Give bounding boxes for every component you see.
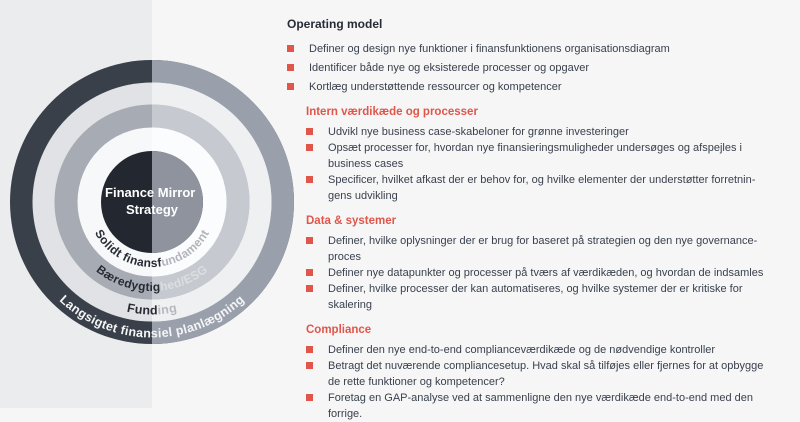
bullet-square-icon — [306, 346, 313, 353]
bullet-square-icon — [287, 83, 294, 90]
list-item: Identificer både nye og eksisterede proc… — [287, 60, 792, 76]
center-disc — [101, 151, 203, 253]
panel-title: Operating model — [287, 17, 383, 31]
intro-bullet-list: Definer og design nye funktioner i finan… — [287, 41, 792, 95]
bullet-text: Specificer, hvilket afkast der er behov … — [328, 174, 756, 202]
bullet-text: Identificer både nye og eksisterede proc… — [309, 62, 590, 74]
bullet-text: Definer, hvilke oplysninger der er brug … — [328, 235, 758, 263]
bullet-text: Betragt det nuværende compliancesetup. H… — [328, 360, 764, 388]
bullet-square-icon — [306, 394, 313, 401]
list-item: Kortlæg understøttende ressourcer og kom… — [287, 79, 792, 95]
list-item: Opsæt processer for, hvordan nye finansi… — [306, 140, 792, 172]
section-heading: Compliance — [306, 324, 372, 336]
list-item: Foretag en GAP-analyse ved at sammenlign… — [306, 390, 792, 422]
bullet-text: Udvikl nye business case-skabeloner for … — [328, 126, 629, 138]
label-funding-light-part: ing — [157, 301, 178, 318]
bullet-square-icon — [306, 237, 313, 244]
concentric-rings-chart: Finance Mirror Strategy Solidt finansfun… — [10, 60, 294, 344]
list-item: Definer, hvilke processer der kan automa… — [306, 281, 792, 313]
label-funding-dark-part: Fund — [126, 301, 158, 318]
center-label-line2: Strategy — [126, 202, 179, 217]
center-label-line1: Finance Mirror — [105, 185, 195, 200]
center-label: Finance Mirror Strategy — [105, 185, 199, 217]
list-item: Betragt det nuværende compliancesetup. H… — [306, 358, 792, 390]
list-item: Specificer, hvilket afkast der er behov … — [306, 172, 792, 204]
section-heading: Data & systemer — [306, 215, 397, 227]
bullet-square-icon — [306, 362, 313, 369]
finance-mirror-diagram: Finance Mirror Strategy Solidt finansfun… — [0, 0, 300, 408]
bullet-text: Foretag en GAP-analyse ved at sammenlign… — [328, 392, 753, 420]
operating-model-panel: Operating model Definer og design nye fu… — [287, 17, 792, 422]
section-data-systemer: Data & systemer Definer, hvilke oplysnin… — [306, 214, 792, 313]
bullet-square-icon — [287, 64, 294, 71]
section-heading: Intern værdikæde og processer — [306, 106, 478, 118]
section-compliance: Compliance Definer den nye end-to-end co… — [306, 323, 792, 422]
bullet-text: Definer, hvilke processer der kan automa… — [328, 283, 743, 311]
bullet-text: Definer den nye end-to-end compliancevær… — [328, 344, 716, 356]
bullet-square-icon — [306, 269, 313, 276]
bullet-square-icon — [306, 144, 313, 151]
bullet-text: Kortlæg understøttende ressourcer og kom… — [309, 81, 562, 93]
bullet-text: Definer og design nye funktioner i finan… — [309, 43, 670, 55]
sections: Intern værdikæde og processer Udvikl nye… — [306, 105, 792, 422]
section-intern-vaerdikaede: Intern værdikæde og processer Udvikl nye… — [306, 105, 792, 204]
bullet-text: Definer nye datapunkter og processer på … — [328, 267, 764, 279]
list-item: Definer, hvilke oplysninger der er brug … — [306, 233, 792, 265]
label-funding: Funding — [126, 301, 178, 318]
list-item: Udvikl nye business case-skabeloner for … — [306, 124, 792, 140]
bullet-square-icon — [287, 45, 294, 52]
bullet-square-icon — [306, 176, 313, 183]
list-item: Definer og design nye funktioner i finan… — [287, 41, 792, 57]
list-item: Definer nye datapunkter og processer på … — [306, 265, 792, 281]
list-item: Definer den nye end-to-end compliancevær… — [306, 342, 792, 358]
bullet-text: Opsæt processer for, hvordan nye finansi… — [328, 142, 742, 170]
bullet-square-icon — [306, 128, 313, 135]
bullet-square-icon — [306, 285, 313, 292]
